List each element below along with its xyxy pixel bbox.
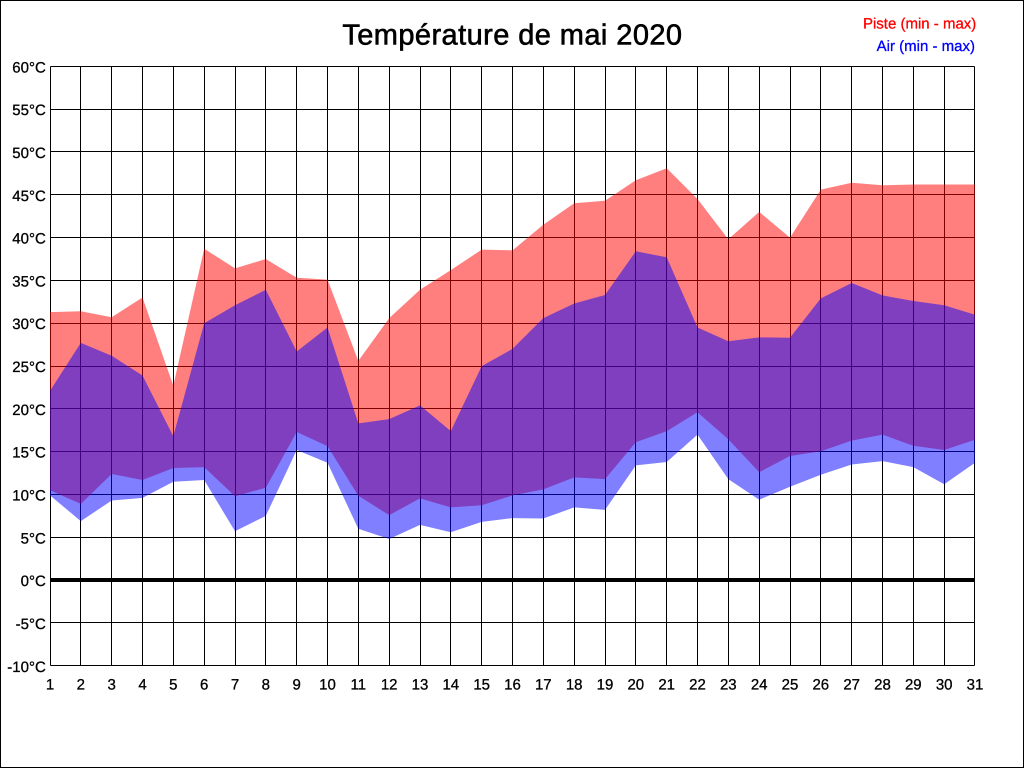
svg-text:30: 30 <box>936 676 953 693</box>
svg-text:10°C: 10°C <box>12 488 46 505</box>
svg-text:50°C: 50°C <box>12 145 46 162</box>
svg-text:25: 25 <box>782 676 799 693</box>
svg-text:-5°C: -5°C <box>16 616 46 633</box>
svg-text:55°C: 55°C <box>12 102 46 119</box>
svg-text:4: 4 <box>138 676 146 693</box>
svg-text:0°C: 0°C <box>21 573 46 590</box>
svg-text:9: 9 <box>293 676 301 693</box>
svg-text:3: 3 <box>108 676 116 693</box>
svg-text:Piste (min - max): Piste (min - max) <box>863 16 976 33</box>
svg-text:5: 5 <box>169 676 177 693</box>
svg-text:20: 20 <box>627 676 644 693</box>
svg-text:-10°C: -10°C <box>7 659 46 676</box>
svg-text:2: 2 <box>77 676 85 693</box>
svg-text:17: 17 <box>535 676 552 693</box>
svg-text:12: 12 <box>381 676 398 693</box>
svg-text:1: 1 <box>46 676 54 693</box>
svg-text:23: 23 <box>720 676 737 693</box>
svg-text:Air (min - max): Air (min - max) <box>877 38 975 55</box>
svg-text:8: 8 <box>262 676 270 693</box>
svg-text:7: 7 <box>231 676 239 693</box>
svg-text:14: 14 <box>442 676 459 693</box>
svg-text:5°C: 5°C <box>21 530 46 547</box>
svg-text:11: 11 <box>351 676 367 693</box>
svg-text:28: 28 <box>874 676 891 693</box>
svg-text:40°C: 40°C <box>12 231 46 248</box>
svg-text:10: 10 <box>319 676 336 693</box>
svg-text:6: 6 <box>200 676 208 693</box>
svg-text:35°C: 35°C <box>12 273 46 290</box>
svg-text:18: 18 <box>566 676 583 693</box>
svg-text:31: 31 <box>967 676 984 693</box>
svg-text:13: 13 <box>412 676 429 693</box>
svg-text:22: 22 <box>689 676 706 693</box>
svg-text:25°C: 25°C <box>12 359 46 376</box>
svg-text:19: 19 <box>597 676 614 693</box>
svg-text:21: 21 <box>658 676 675 693</box>
svg-text:26: 26 <box>812 676 829 693</box>
svg-text:27: 27 <box>843 676 860 693</box>
svg-text:Température de mai 2020: Température de mai 2020 <box>342 20 682 52</box>
svg-text:45°C: 45°C <box>12 188 46 205</box>
svg-text:15°C: 15°C <box>12 445 46 462</box>
svg-text:29: 29 <box>905 676 922 693</box>
svg-text:20°C: 20°C <box>12 402 46 419</box>
svg-text:24: 24 <box>751 676 768 693</box>
svg-text:30°C: 30°C <box>12 316 46 333</box>
svg-text:15: 15 <box>473 676 490 693</box>
svg-text:60°C: 60°C <box>12 59 46 76</box>
svg-text:16: 16 <box>504 676 521 693</box>
